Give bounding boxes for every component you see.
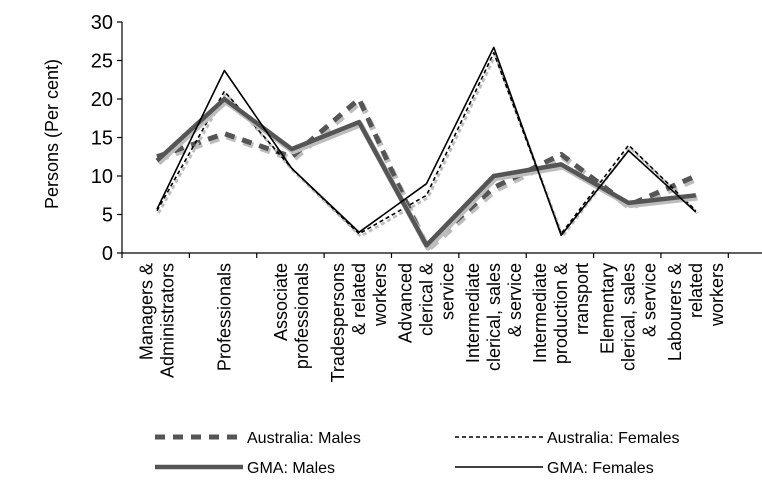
x-tick-label: Managers &Administrators — [137, 263, 178, 378]
y-axis-label: Persons (Per cent) — [42, 59, 62, 209]
legend-label: Australia: Females — [547, 430, 680, 447]
x-tick-label: Elementaryclerical, sales& service — [598, 263, 660, 371]
y-tick-label: 15 — [91, 128, 113, 150]
series-line — [156, 46, 697, 237]
y-tick-label: 20 — [91, 89, 113, 111]
x-tick-label: Advancedclerical &service — [395, 263, 457, 343]
legend-label: GMA: Males — [247, 460, 335, 477]
x-tick-label: Intermediateclerical, sales& service — [463, 263, 525, 371]
series-shadow — [157, 98, 699, 253]
series-shadow — [156, 98, 698, 251]
series-line — [156, 96, 697, 250]
series-layer — [155, 46, 699, 253]
y-tick-label: 25 — [91, 51, 113, 73]
y-tick-label: 30 — [91, 12, 113, 34]
series-line — [155, 96, 697, 248]
legend-label: Australia: Males — [247, 430, 361, 447]
y-axis: 0 5 10 15 20 25 30 — [91, 12, 123, 265]
x-axis: Managers &Administrators Professionals Ass… — [121, 252, 762, 382]
y-tick-label: 5 — [102, 205, 113, 227]
y-tick-label: 0 — [102, 243, 113, 265]
x-tick-label: Tradespersons& relatedworkers — [328, 263, 390, 382]
series-shadow — [157, 53, 699, 238]
legend-label: GMA: Females — [547, 460, 654, 477]
x-tick-label: Associateprofessionals — [271, 263, 312, 369]
series-line — [156, 51, 697, 235]
x-tick-label: Labourers &relatedworkers — [665, 263, 727, 361]
x-tick-label: Intermediateproduction &rransport — [530, 263, 592, 364]
x-tick-label: Professionals — [214, 263, 234, 371]
legend: Australia: Males Australia: Females GMA: M… — [155, 430, 680, 477]
y-tick-label: 10 — [91, 166, 113, 188]
